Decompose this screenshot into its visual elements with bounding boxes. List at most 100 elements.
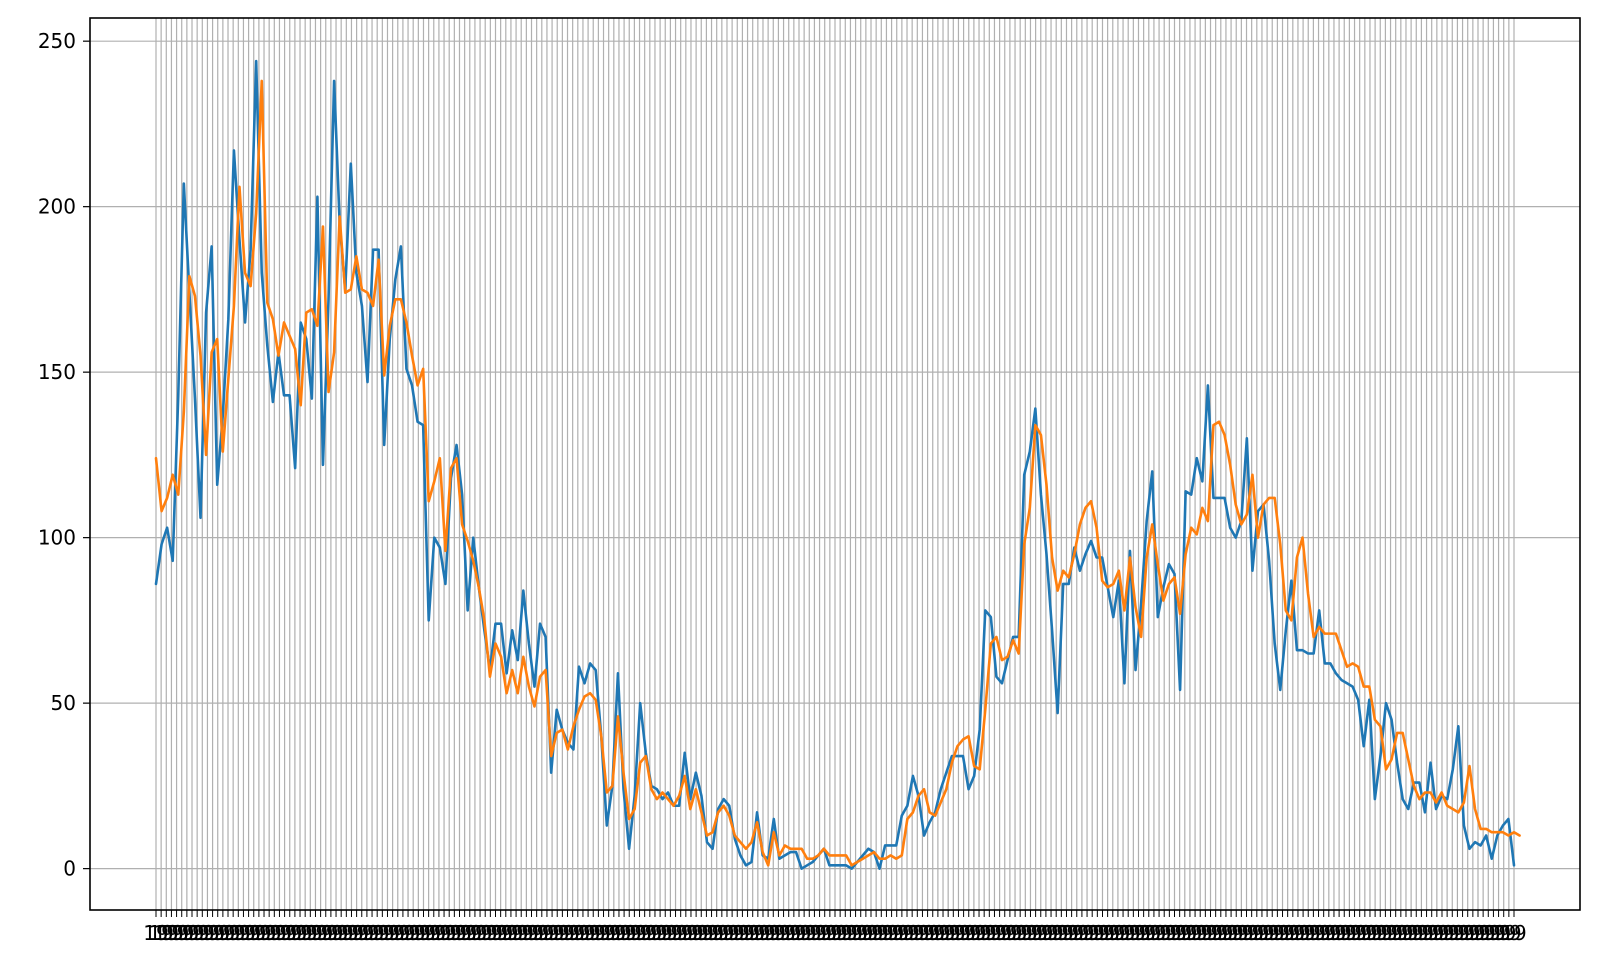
x-tick-label: 19 <box>354 921 379 945</box>
x-tick-label: 19 <box>164 921 189 945</box>
x-tick-label: 19 <box>869 921 894 945</box>
x-tick-label: 19 <box>1018 921 1043 945</box>
x-tick-label: 19 <box>1218 921 1243 945</box>
x-tick-label: 19 <box>282 921 307 945</box>
x-tick-label: 19 <box>457 921 482 945</box>
x-tick-label: 19 <box>889 921 914 945</box>
x-tick-label: 19 <box>1254 921 1279 945</box>
x-tick-label: 19 <box>1414 921 1439 945</box>
x-tick-label: 19 <box>1306 921 1331 945</box>
x-tick-label: 19 <box>1244 921 1269 945</box>
x-tick-label: 19 <box>534 921 559 945</box>
x-tick-label: 19 <box>370 921 395 945</box>
x-tick-label: 19 <box>1362 921 1387 945</box>
x-tick-label: 19 <box>863 921 888 945</box>
x-tick-label: 19 <box>776 921 801 945</box>
x-tick-label: 19 <box>385 921 410 945</box>
x-tick-label: 19 <box>740 921 765 945</box>
x-tick-label: 19 <box>226 921 251 945</box>
x-tick-label: 19 <box>298 921 323 945</box>
x-tick-label: 19 <box>632 921 657 945</box>
x-tick-label: 19 <box>1013 921 1038 945</box>
x-tick-label: 19 <box>1352 921 1377 945</box>
x-tick-label: 19 <box>771 921 796 945</box>
x-tick-label: 19 <box>169 921 194 945</box>
x-tick-label: 19 <box>1424 921 1449 945</box>
x-tick-label: 19 <box>148 921 173 945</box>
x-tick-label: 19 <box>1486 921 1511 945</box>
x-tick-label: 19 <box>755 921 780 945</box>
x-tick-label: 19 <box>606 921 631 945</box>
x-tick-label: 19 <box>1311 921 1336 945</box>
x-tick-label: 19 <box>1270 921 1295 945</box>
x-tick-label: 19 <box>930 921 955 945</box>
x-tick-label: 19 <box>853 921 878 945</box>
x-tick-label: 19 <box>1332 921 1357 945</box>
x-tick-label: 19 <box>591 921 616 945</box>
x-tick-label: 19 <box>503 921 528 945</box>
x-tick-label: 19 <box>184 921 209 945</box>
x-tick-label: 19 <box>1023 921 1048 945</box>
x-tick-label: 19 <box>977 921 1002 945</box>
x-tick-label: 19 <box>236 921 261 945</box>
x-tick-label: 19 <box>951 921 976 945</box>
x-tick-label: 19 <box>1347 921 1372 945</box>
x-tick-label: 19 <box>1090 921 1115 945</box>
x-tick-label: 19 <box>478 921 503 945</box>
x-tick-label: 19 <box>411 921 436 945</box>
x-tick-label: 19 <box>1470 921 1495 945</box>
x-tick-label: 19 <box>154 921 179 945</box>
x-tick-label: 19 <box>1368 921 1393 945</box>
x-tick-label: 19 <box>1301 921 1326 945</box>
x-tick-label: 19 <box>375 921 400 945</box>
x-tick-label: 19 <box>812 921 837 945</box>
x-tick-label: 19 <box>277 921 302 945</box>
x-tick-label: 19 <box>642 921 667 945</box>
x-tick-label: 19 <box>653 921 678 945</box>
x-tick-label: 19 <box>1049 921 1074 945</box>
x-tick-label: 19 <box>575 921 600 945</box>
x-tick-label: 19 <box>1085 921 1110 945</box>
x-tick-label: 19 <box>1275 921 1300 945</box>
x-tick-label: 19 <box>143 921 168 945</box>
x-tick-label: 19 <box>462 921 487 945</box>
x-tick-label: 19 <box>1115 921 1140 945</box>
x-tick-label: 19 <box>1028 921 1053 945</box>
x-tick-label: 19 <box>956 921 981 945</box>
x-tick-label: 19 <box>935 921 960 945</box>
x-tick-label: 19 <box>1146 921 1171 945</box>
x-tick-label: 19 <box>1054 921 1079 945</box>
x-tick-label: 19 <box>1388 921 1413 945</box>
x-tick-label: 19 <box>215 921 240 945</box>
x-tick-label: 19 <box>1285 921 1310 945</box>
x-tick-label: 19 <box>658 921 683 945</box>
x-tick-label: 19 <box>941 921 966 945</box>
x-tick-label: 19 <box>349 921 374 945</box>
x-tick-label: 19 <box>797 921 822 945</box>
x-tick-label: 19 <box>529 921 554 945</box>
x-tick-label: 19 <box>1501 921 1526 945</box>
x-tick-label: 19 <box>678 921 703 945</box>
x-tick-label: 19 <box>1095 921 1120 945</box>
x-tick-label: 19 <box>395 921 420 945</box>
x-tick-label: 19 <box>339 921 364 945</box>
x-tick-label: 19 <box>982 921 1007 945</box>
x-tick-label: 19 <box>508 921 533 945</box>
x-tick-label: 19 <box>879 921 904 945</box>
x-tick-label: 19 <box>694 921 719 945</box>
x-tick-label: 19 <box>1393 921 1418 945</box>
x-tick-label: 19 <box>195 921 220 945</box>
x-tick-label: 19 <box>1213 921 1238 945</box>
x-tick-label: 19 <box>1496 921 1521 945</box>
x-tick-label: 19 <box>735 921 760 945</box>
x-tick-label: 19 <box>205 921 230 945</box>
x-tick-label: 19 <box>262 921 287 945</box>
x-tick-label: 19 <box>267 921 292 945</box>
x-tick-label: 19 <box>1069 921 1094 945</box>
x-tick-label: 19 <box>843 921 868 945</box>
x-tick-label: 19 <box>380 921 405 945</box>
x-tick-label: 19 <box>637 921 662 945</box>
x-tick-label: 19 <box>622 921 647 945</box>
x-tick-label: 19 <box>1234 921 1259 945</box>
x-tick-label: 19 <box>159 921 184 945</box>
